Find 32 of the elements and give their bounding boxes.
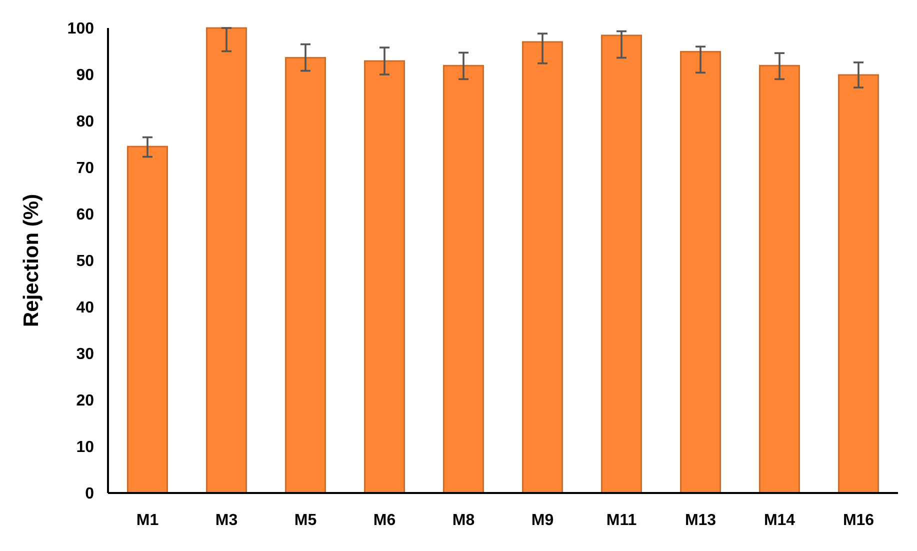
x-tick-label: M16 <box>842 512 874 529</box>
bar <box>522 41 563 494</box>
bar <box>206 27 247 494</box>
x-tick-label: M1 <box>136 512 159 529</box>
bar <box>680 50 721 494</box>
x-tick-label: M6 <box>373 512 396 529</box>
x-tick-label: M13 <box>684 512 716 529</box>
y-tick-label: 70 <box>76 160 94 178</box>
y-tick-label: 80 <box>76 114 94 131</box>
bar <box>838 74 879 494</box>
y-tick-label: 100 <box>67 20 94 38</box>
y-tick-label: 40 <box>76 300 94 317</box>
x-tick-label: M8 <box>452 512 475 529</box>
bar <box>601 34 642 494</box>
x-tick-label: M9 <box>531 512 554 529</box>
y-tick-label: 20 <box>76 392 94 410</box>
bar <box>759 64 800 494</box>
y-tick-label: 0 <box>85 486 94 503</box>
y-tick-label: 10 <box>76 439 94 456</box>
bar <box>285 57 326 494</box>
y-tick-label: 60 <box>76 206 94 224</box>
y-tick-label: 30 <box>76 346 94 364</box>
x-tick-label: M14 <box>764 512 796 529</box>
y-axis-title: Rejection (%) <box>20 194 43 328</box>
y-tick-label: 90 <box>76 67 94 84</box>
x-tick-label: M11 <box>606 512 637 529</box>
y-tick-label: 50 <box>76 253 94 270</box>
bar <box>364 60 405 494</box>
x-tick-label: M3 <box>215 512 238 529</box>
x-tick-label: M5 <box>294 512 317 529</box>
bar <box>127 146 168 494</box>
bar <box>443 64 484 494</box>
